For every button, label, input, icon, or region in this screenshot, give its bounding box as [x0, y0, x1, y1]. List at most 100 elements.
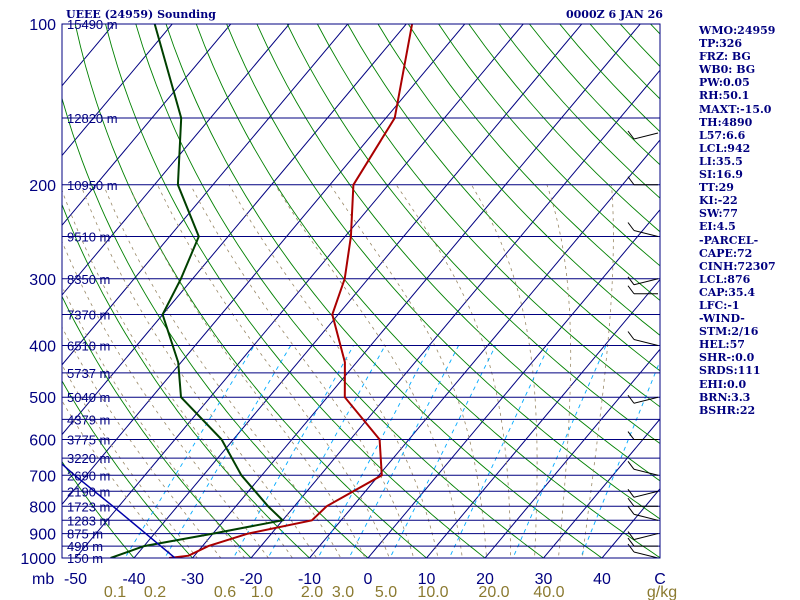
wind-barb [627, 537, 658, 547]
parcel-profile [62, 463, 176, 558]
height-label: 2190 m [67, 484, 110, 499]
mixing-ratio-label: 0.1 [104, 584, 126, 600]
height-label: 8350 m [67, 272, 110, 287]
moist-adiabat [62, 285, 246, 558]
stat-item: PW:0.05 [699, 76, 750, 90]
stats-panel: WMO:24959 TP:326 FRZ: BG WB0: BG PW:0.05 RH:5… [699, 24, 799, 417]
pressure-tick-label: 700 [29, 468, 56, 485]
pressure-tick-label: 500 [29, 390, 56, 407]
isotherm [62, 24, 290, 296]
moist-adiabat [190, 184, 415, 558]
stat-item: BSHR:22 [699, 403, 756, 417]
mixing-ratio-line [448, 345, 550, 558]
stat-item: SW:77 [699, 207, 738, 221]
wind-barb [627, 130, 659, 140]
moist-adiabat [62, 400, 175, 558]
temperature-tick-label: -10 [298, 571, 321, 588]
isotherm [0, 0, 17, 569]
temperature-tick-label: 10 [418, 571, 436, 588]
stat-item: LFC:-1 [699, 298, 740, 312]
mixing-ratio-line [389, 345, 497, 558]
isotherm [133, 24, 583, 558]
stat-item: CAP:35.4 [699, 285, 756, 299]
height-label: 6510 m [67, 339, 110, 354]
stat-item: KI:-22 [699, 194, 738, 208]
temperature-tick-label: -50 [64, 571, 87, 588]
height-label: 9510 m [67, 229, 110, 244]
stat-item: L57:6.6 [699, 128, 746, 142]
mixing-ratio-line [164, 345, 292, 558]
mixing-ratio-label: 1.0 [251, 584, 273, 600]
stat-item: WB0: BG [699, 63, 756, 77]
height-label: 1723 m [67, 499, 110, 514]
stat-item: CINH:72307 [699, 259, 776, 273]
moist-adiabat [471, 184, 538, 558]
wind-barb [627, 222, 659, 237]
stat-item: TT:29 [699, 181, 734, 195]
pressure-tick-label: 200 [29, 178, 56, 195]
moist-adiabat [157, 184, 390, 558]
isotherm [484, 348, 660, 558]
isotherm [425, 278, 660, 558]
height-label: 10950 m [67, 178, 118, 193]
stat-item: SHR-:0.0 [699, 351, 755, 365]
mixing-ratio-line [512, 345, 607, 558]
mixing-ratio-line [124, 345, 255, 558]
isotherm [62, 24, 173, 157]
wind-barb [627, 488, 659, 498]
moist-adiabat [80, 184, 317, 558]
pressure-tick-label: 900 [29, 527, 56, 544]
stat-item: LI:35.5 [699, 154, 743, 168]
stat-item: LCL:876 [699, 272, 751, 286]
isotherm [542, 418, 660, 558]
station-title: UEEE (24959) Sounding [66, 8, 216, 21]
dry-adiabat [165, 24, 603, 558]
pressure-tick-label: 100 [29, 17, 56, 34]
moist-adiabat [581, 184, 614, 558]
height-label: 498 m [67, 539, 103, 554]
dry-adiabat [62, 460, 135, 558]
stat-item: SRDS:111 [699, 364, 761, 378]
mixing-ratio-label: 20.0 [478, 584, 509, 600]
pressure-tick-label: 600 [29, 433, 56, 450]
stat-item: SI:16.9 [699, 168, 743, 182]
moist-adiabat [329, 184, 487, 558]
temperature-tick-label: -20 [239, 571, 262, 588]
height-label: 5040 m [67, 390, 110, 405]
height-label: 875 m [67, 527, 103, 542]
mixing-ratio-label: 40.0 [533, 584, 564, 600]
stat-item: FRZ: BG [699, 50, 751, 64]
height-label: 3220 m [67, 451, 110, 466]
moist-adiabat [103, 184, 342, 558]
wind-barb [627, 460, 659, 476]
plot-frame [61, 23, 661, 559]
stat-item: TP:326 [699, 37, 743, 51]
dry-adiabat [226, 24, 660, 520]
mixing-ratio-label: 2.0 [301, 584, 323, 600]
plot-area [0, 0, 660, 569]
height-label: 5737 m [67, 366, 110, 381]
pressure-tick-label: 800 [29, 499, 56, 516]
temperature-tick-label: 20 [476, 571, 494, 588]
wind-barbs [627, 130, 659, 559]
mixing-ratio-line [232, 345, 354, 558]
pressure-tick-label: 400 [29, 339, 56, 356]
height-label: 12820 m [67, 111, 118, 126]
temperature-unit-label: C [654, 571, 666, 588]
isotherm [367, 208, 660, 558]
stat-item: LCL:942 [699, 141, 751, 155]
height-label: 7370 m [67, 308, 110, 323]
moist-adiabat [546, 184, 572, 558]
isotherm [62, 24, 349, 366]
wind-barb [627, 285, 658, 295]
mixing-ratio-label: 3.0 [332, 584, 354, 600]
mixing-ratio-label: 10.0 [417, 584, 448, 600]
stat-item: TH:4890 [699, 115, 753, 129]
wind-barb [627, 176, 658, 186]
stat-item: RH:50.1 [699, 89, 750, 103]
stat-item: MAXT:-15.0 [699, 102, 772, 116]
stat-item: -PARCEL- [699, 233, 759, 247]
stat-item: EHI:0.0 [699, 377, 747, 391]
stat-item: WMO:24959 [699, 24, 776, 37]
wind-barb [627, 394, 659, 404]
